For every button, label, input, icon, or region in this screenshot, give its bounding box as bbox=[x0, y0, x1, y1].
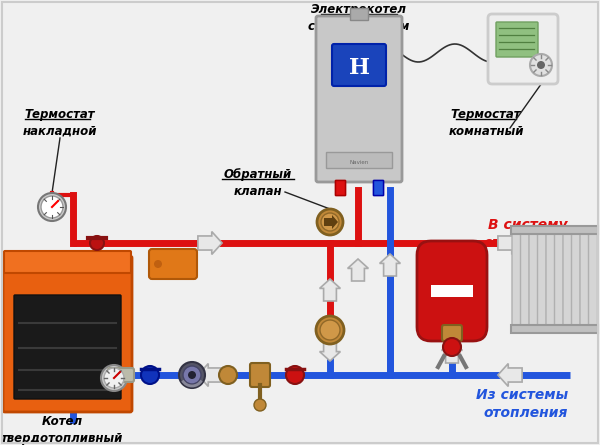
Polygon shape bbox=[498, 231, 522, 255]
FancyBboxPatch shape bbox=[496, 22, 538, 57]
Text: Navien: Navien bbox=[349, 159, 368, 165]
Circle shape bbox=[141, 366, 159, 384]
Bar bbox=[335, 180, 345, 195]
Text: Котел
твердотопливный: Котел твердотопливный bbox=[1, 415, 123, 445]
Text: H: H bbox=[349, 57, 370, 79]
Bar bbox=[318, 177, 400, 187]
Bar bbox=[511, 325, 598, 333]
FancyBboxPatch shape bbox=[14, 295, 121, 399]
FancyBboxPatch shape bbox=[250, 363, 270, 387]
Polygon shape bbox=[198, 364, 222, 386]
Circle shape bbox=[154, 260, 162, 268]
Polygon shape bbox=[320, 279, 340, 301]
Text: Электрокотел
со встроенным
насосом: Электрокотел со встроенным насосом bbox=[308, 3, 410, 50]
Circle shape bbox=[316, 316, 344, 344]
FancyBboxPatch shape bbox=[149, 249, 197, 279]
FancyBboxPatch shape bbox=[538, 231, 547, 328]
Text: Из системы
отопления: Из системы отопления bbox=[476, 388, 568, 421]
Polygon shape bbox=[347, 259, 368, 281]
Bar bbox=[431, 285, 473, 297]
FancyBboxPatch shape bbox=[488, 14, 558, 84]
Circle shape bbox=[286, 366, 304, 384]
FancyBboxPatch shape bbox=[529, 231, 538, 328]
Polygon shape bbox=[324, 215, 338, 229]
Circle shape bbox=[183, 366, 201, 384]
Circle shape bbox=[537, 61, 545, 69]
Circle shape bbox=[219, 366, 237, 384]
Polygon shape bbox=[380, 254, 400, 276]
FancyBboxPatch shape bbox=[316, 16, 402, 182]
FancyBboxPatch shape bbox=[3, 256, 132, 412]
Circle shape bbox=[320, 320, 340, 340]
Polygon shape bbox=[320, 339, 340, 361]
Circle shape bbox=[317, 209, 343, 235]
Polygon shape bbox=[198, 231, 222, 255]
Text: В систему
отопления: В систему отопления bbox=[484, 218, 568, 251]
FancyBboxPatch shape bbox=[521, 231, 530, 328]
FancyBboxPatch shape bbox=[571, 231, 581, 328]
Bar bbox=[511, 226, 598, 234]
Circle shape bbox=[530, 54, 552, 76]
FancyBboxPatch shape bbox=[108, 368, 134, 382]
Circle shape bbox=[104, 368, 124, 388]
Bar bbox=[326, 152, 392, 168]
Circle shape bbox=[101, 365, 127, 391]
FancyBboxPatch shape bbox=[417, 241, 487, 341]
Circle shape bbox=[188, 371, 196, 379]
Circle shape bbox=[443, 338, 461, 356]
Circle shape bbox=[90, 236, 104, 250]
Circle shape bbox=[321, 213, 339, 231]
FancyBboxPatch shape bbox=[546, 231, 555, 328]
Bar bbox=[373, 180, 383, 195]
Bar bbox=[373, 180, 383, 195]
Text: Термостат
накладной: Термостат накладной bbox=[23, 108, 97, 138]
Circle shape bbox=[179, 362, 205, 388]
Circle shape bbox=[38, 193, 66, 221]
FancyBboxPatch shape bbox=[580, 231, 589, 328]
Bar bbox=[335, 180, 345, 195]
FancyBboxPatch shape bbox=[563, 231, 572, 328]
Polygon shape bbox=[498, 364, 522, 386]
FancyBboxPatch shape bbox=[554, 231, 563, 328]
Circle shape bbox=[254, 399, 266, 411]
Text: Обратный
клапан: Обратный клапан bbox=[224, 168, 292, 198]
FancyBboxPatch shape bbox=[442, 325, 462, 341]
FancyBboxPatch shape bbox=[332, 44, 386, 86]
FancyBboxPatch shape bbox=[512, 231, 521, 328]
Bar bbox=[350, 8, 368, 20]
Polygon shape bbox=[442, 341, 463, 363]
Text: Термостат
комнатный: Термостат комнатный bbox=[448, 108, 524, 138]
FancyBboxPatch shape bbox=[589, 231, 598, 328]
Circle shape bbox=[41, 196, 63, 218]
FancyBboxPatch shape bbox=[4, 251, 131, 273]
